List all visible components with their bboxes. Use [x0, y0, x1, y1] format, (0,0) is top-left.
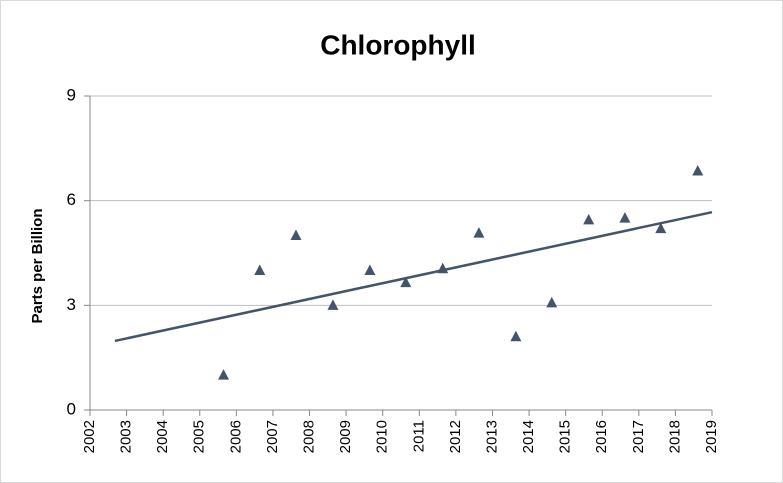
x-tick-label: 2009 — [337, 420, 354, 453]
y-tick-label: 6 — [67, 190, 76, 209]
x-tick-label: 2005 — [191, 420, 208, 453]
data-point — [364, 264, 376, 275]
x-tick-label: 2014 — [520, 420, 537, 453]
data-point — [510, 330, 522, 342]
x-tick-label: 2018 — [666, 420, 683, 453]
data-point — [655, 222, 667, 234]
x-tick-label: 2012 — [447, 420, 464, 453]
data-point — [583, 213, 595, 225]
data-point — [546, 296, 558, 308]
x-tick-label: 2016 — [593, 420, 610, 453]
x-tick-label: 2019 — [703, 420, 720, 453]
x-tick-label: 2017 — [630, 420, 647, 453]
chart-title: Chlorophyll — [320, 29, 476, 60]
data-point — [254, 264, 266, 275]
x-tick-label: 2011 — [410, 420, 427, 452]
data-point — [290, 229, 302, 241]
data-point — [619, 212, 631, 223]
data-point — [218, 369, 230, 380]
x-tick-label: 2013 — [483, 420, 500, 453]
data-point — [327, 299, 339, 310]
y-tick-label: 3 — [67, 295, 76, 314]
y-tick-label: 9 — [67, 85, 76, 104]
x-tick-label: 2003 — [118, 420, 135, 453]
data-point — [400, 276, 412, 288]
x-tick-label: 2007 — [264, 420, 281, 453]
y-tick-label: 0 — [67, 399, 76, 418]
x-tick-label: 2015 — [557, 420, 574, 453]
trend-line — [114, 210, 713, 343]
x-tick-label: 2004 — [154, 420, 171, 453]
x-tick-label: 2008 — [300, 420, 317, 453]
data-point — [437, 262, 449, 274]
data-point — [692, 165, 704, 176]
x-tick-label: 2006 — [227, 420, 244, 453]
x-tick-label: 2002 — [81, 420, 98, 453]
data-point — [473, 227, 485, 238]
y-axis-label: Parts per Billion — [29, 208, 46, 323]
x-tick-label: 2010 — [374, 420, 391, 453]
